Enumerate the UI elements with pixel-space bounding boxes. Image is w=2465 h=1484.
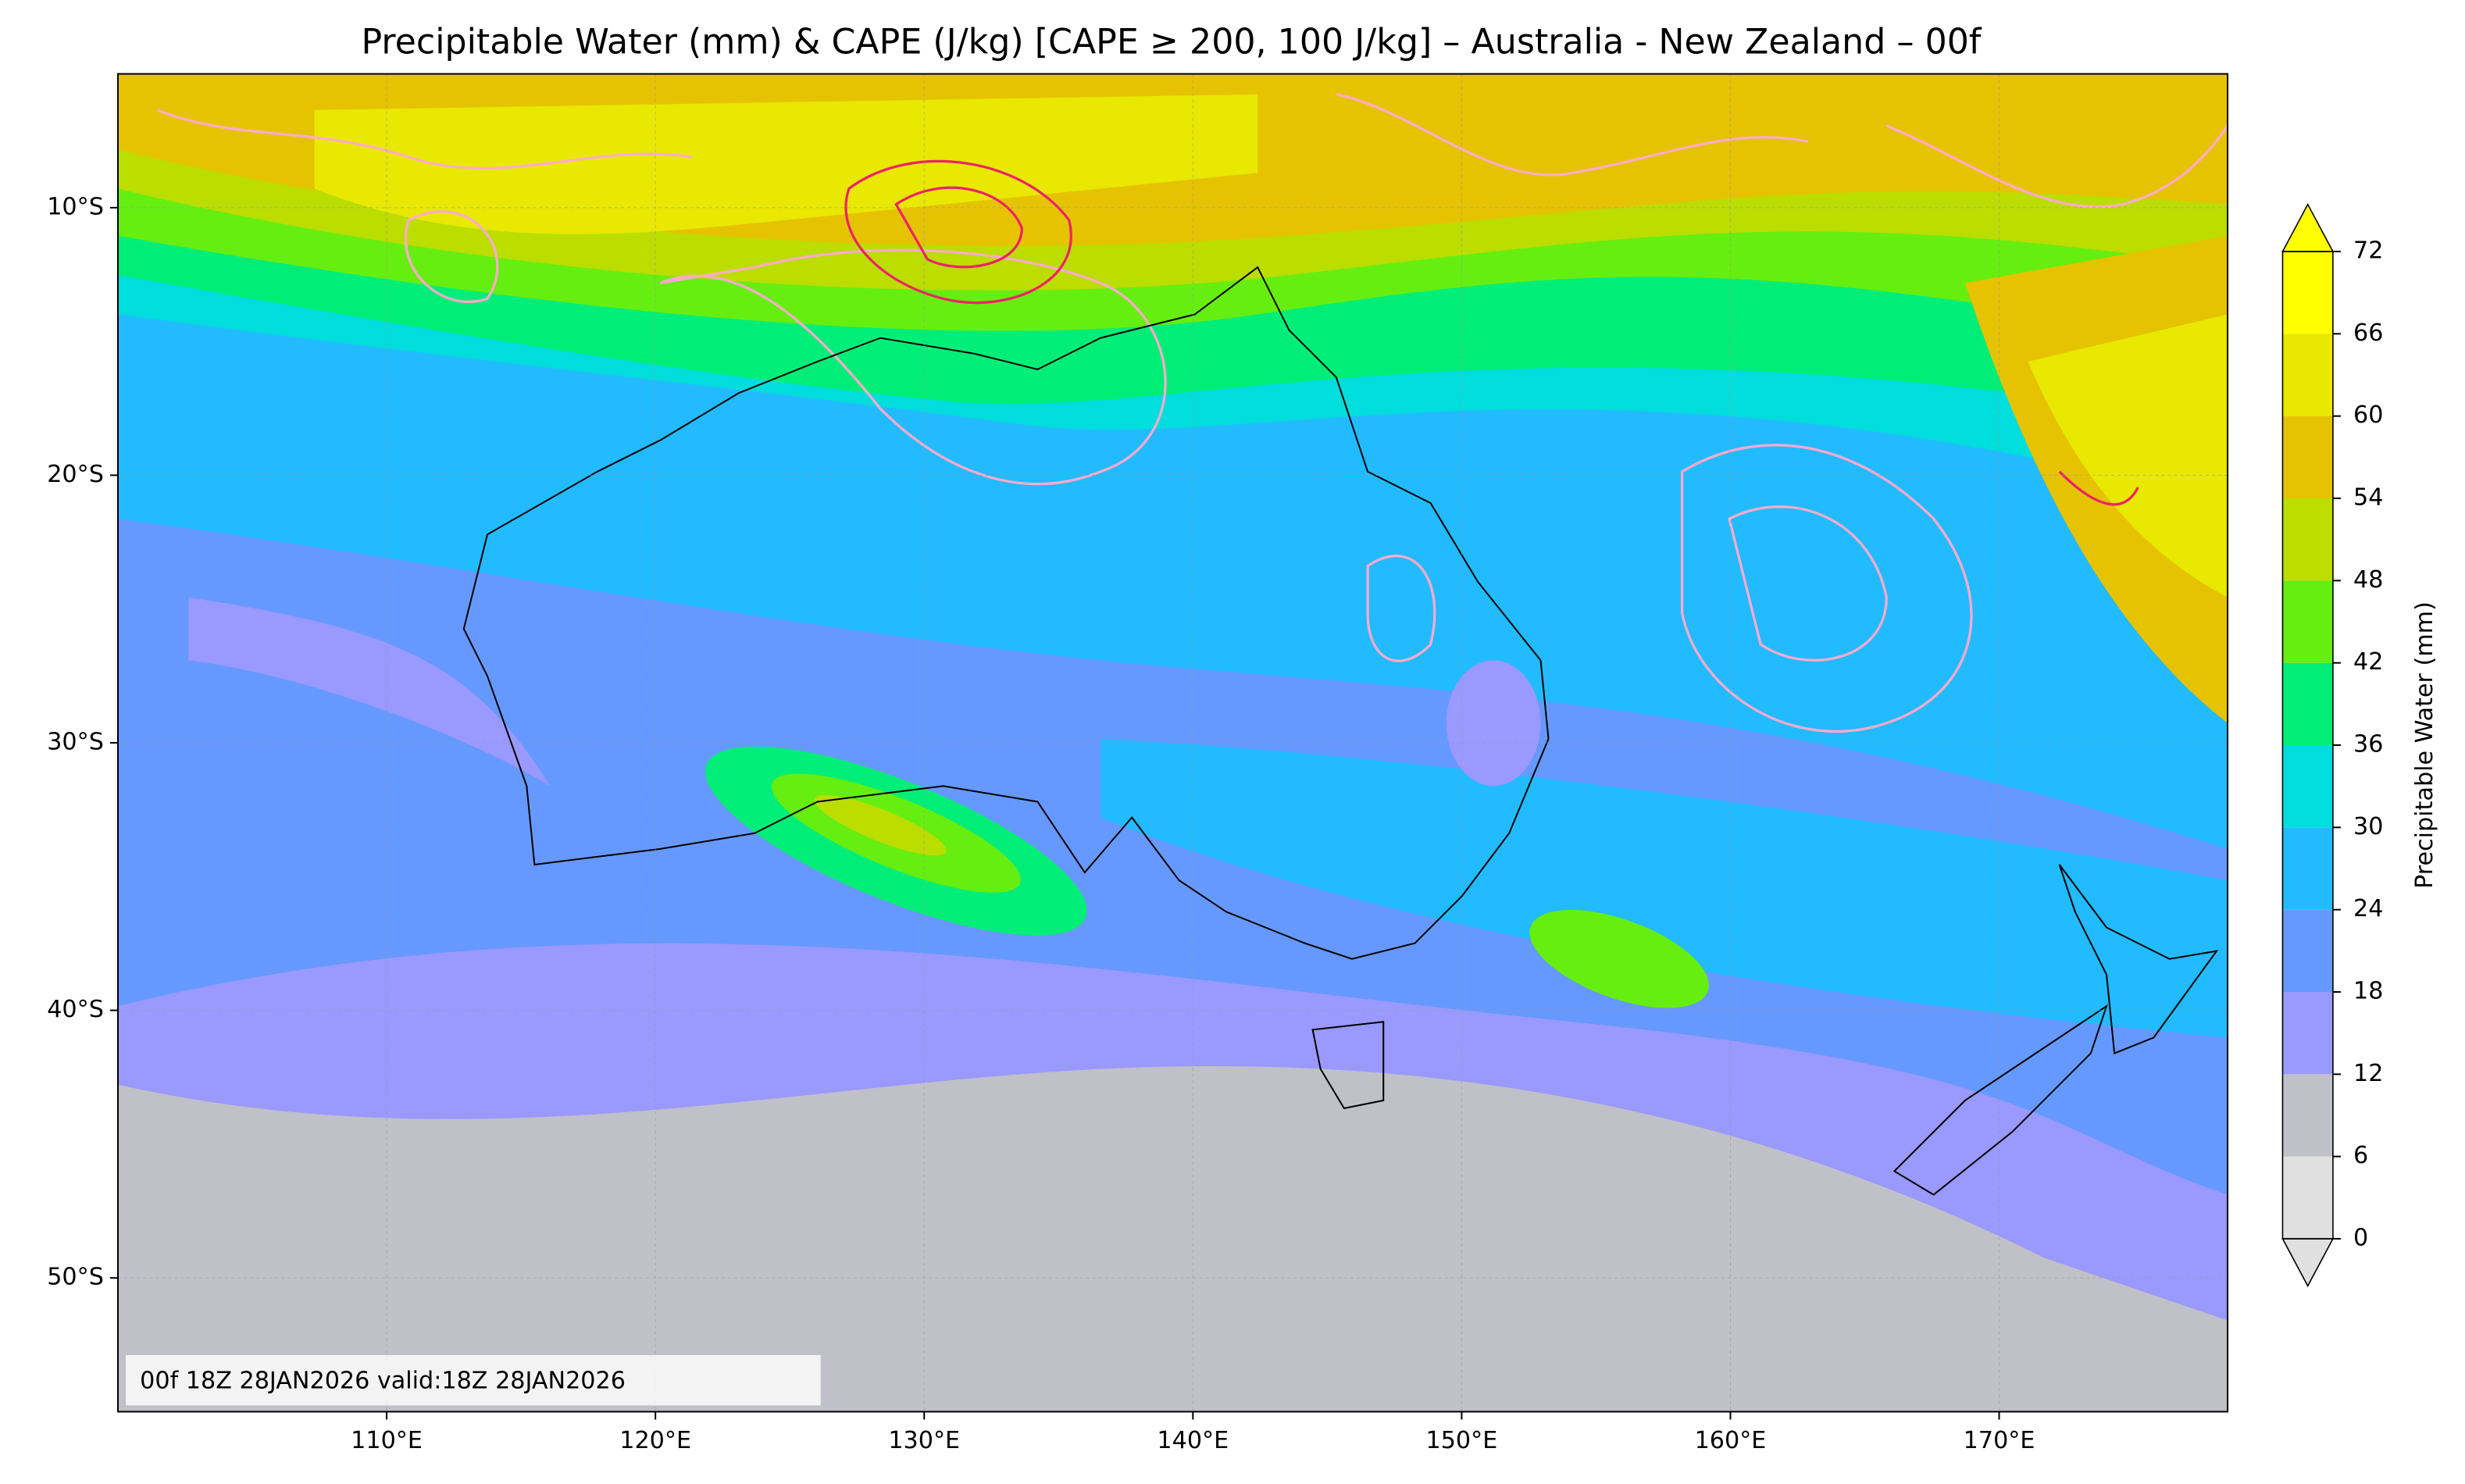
colorbar-tick-label: 18 [2353, 978, 2383, 1005]
colorbar-segment [2282, 1074, 2333, 1157]
colorbar-segment [2282, 827, 2333, 910]
colorbar-tick-label: 36 [2353, 731, 2383, 758]
colorbar-segment [2282, 416, 2333, 499]
colorbar-segment [2282, 662, 2333, 746]
lon-tick-label: 150°E [1426, 1427, 1498, 1454]
colorbar-tick-label: 72 [2353, 237, 2383, 265]
lon-tick-label: 160°E [1695, 1427, 1767, 1454]
lat-tick-label: 20°S [47, 461, 104, 488]
colorbar-tick-label: 54 [2353, 484, 2383, 512]
colorbar-extend-top [2281, 202, 2335, 252]
colorbar-segment [2282, 909, 2333, 993]
annotation-box [126, 1354, 821, 1406]
colorbar-tick-label: 24 [2353, 895, 2383, 922]
annotation: 00f 18Z 28JAN2026 valid:18Z 28JAN2026 [140, 1368, 626, 1395]
graticule: 110°E 120°E 130°E 140°E 150°E 160°E 170°E 10°S 2… [47, 73, 2228, 1454]
colorbar-tick-label: 12 [2353, 1060, 2383, 1087]
lat-tick-label: 10°S [47, 193, 104, 220]
colorbar-segment [2282, 498, 2333, 581]
colorbar-tick-label: 0 [2353, 1225, 2368, 1252]
colorbar-segment [2282, 992, 2333, 1075]
colorbar-tick-label: 66 [2353, 319, 2383, 347]
colorbar-segment [2282, 580, 2333, 663]
colorbar-tick-label: 6 [2353, 1142, 2368, 1169]
lon-tick-label: 130°E [888, 1427, 960, 1454]
map-frame [116, 73, 2229, 1413]
colorbar-label: Precipitable Water (mm) [2411, 601, 2438, 889]
colorbar-tick-label: 60 [2353, 401, 2383, 429]
colorbar-extend-bottom [2281, 1238, 2335, 1288]
lat-tick-label: 40°S [47, 996, 104, 1023]
colorbar-segment [2282, 334, 2333, 416]
lon-tick-label: 110°E [351, 1427, 423, 1454]
title: Precipitable Water (mm) & CAPE (J/kg) [C… [362, 22, 1982, 62]
lon-tick-label: 120°E [619, 1427, 691, 1454]
colorbar-segment [2282, 251, 2333, 334]
lon-tick-label: 170°E [1964, 1427, 2035, 1454]
colorbar-segment [2282, 745, 2333, 828]
lat-tick-label: 50°S [47, 1264, 104, 1291]
colorbar-tick-label: 42 [2353, 648, 2383, 676]
colorbar-segment [2282, 1156, 2333, 1240]
colorbar: 0 6 12 18 24 30 36 42 48 54 60 66 72 [2281, 202, 2383, 1288]
colorbar-tick-label: 30 [2353, 813, 2383, 840]
colorbar-tick-label: 48 [2353, 566, 2383, 594]
map-fill [117, 73, 2228, 1412]
lat-tick-label: 30°S [47, 729, 104, 756]
lon-tick-label: 140°E [1157, 1427, 1229, 1454]
